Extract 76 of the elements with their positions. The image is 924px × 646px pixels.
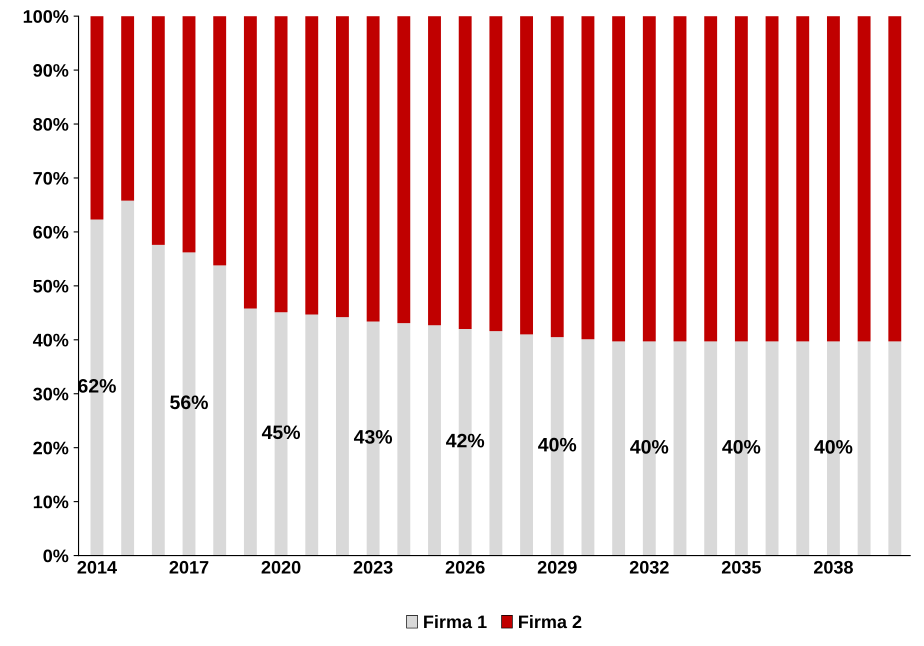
bar <box>674 16 686 342</box>
bar <box>213 16 226 266</box>
bar <box>366 16 380 322</box>
bar <box>121 16 134 201</box>
x-tick-label: 2020 <box>262 560 300 574</box>
bar <box>397 323 410 556</box>
bar <box>520 334 534 556</box>
data-label: 40% <box>722 440 760 454</box>
bar <box>520 16 534 334</box>
x-tick-label: 2017 <box>170 560 208 574</box>
bar <box>612 16 626 342</box>
bar <box>612 341 626 556</box>
bar <box>796 16 810 342</box>
bar <box>305 16 318 314</box>
bar <box>734 16 748 342</box>
x-tick-label: 2029 <box>538 560 577 574</box>
x-tick-label: 2035 <box>722 560 761 574</box>
bar <box>397 16 410 324</box>
y-tick-label: 100% <box>24 10 68 23</box>
bar <box>152 244 165 556</box>
legend-label: Firma 1 <box>424 614 487 628</box>
y-tick-label: 40% <box>32 334 68 347</box>
bar <box>305 314 318 556</box>
bar <box>182 16 196 252</box>
bar <box>458 16 472 330</box>
data-label: 40% <box>538 438 576 452</box>
bar <box>428 325 441 556</box>
bar <box>152 16 165 245</box>
legend-label: Firma 2 <box>519 614 582 628</box>
bar <box>858 16 871 342</box>
bar <box>766 16 778 342</box>
y-tick-label: 90% <box>33 64 68 77</box>
y-tick-label: 70% <box>33 172 68 185</box>
bar <box>704 16 718 342</box>
bar <box>336 16 349 318</box>
bar <box>213 265 226 556</box>
bar <box>858 341 871 556</box>
x-tick-label: 2032 <box>630 560 669 574</box>
x-tick-label: 2026 <box>446 560 485 574</box>
bar <box>704 341 718 556</box>
data-label: 40% <box>630 440 668 454</box>
bar <box>489 331 502 556</box>
bar <box>766 341 778 556</box>
y-tick-label: 60% <box>33 226 68 239</box>
y-tick-label: 80% <box>33 118 68 131</box>
bar <box>489 16 502 332</box>
bar <box>336 317 349 556</box>
bar <box>428 16 441 326</box>
y-tick-label: 0% <box>43 549 68 562</box>
bar <box>274 16 288 312</box>
bar <box>550 16 564 338</box>
bar <box>90 16 104 220</box>
y-tick-label: 10% <box>34 496 68 508</box>
bar <box>888 341 902 556</box>
bar <box>244 308 257 556</box>
data-label: 42% <box>446 434 484 448</box>
x-tick-label: 2014 <box>77 560 117 574</box>
bar <box>244 16 257 309</box>
y-tick-label: 30% <box>33 388 68 400</box>
bar <box>888 16 902 342</box>
bar <box>121 200 134 556</box>
data-label: 43% <box>354 430 392 444</box>
x-tick-label: 2038 <box>814 560 853 574</box>
bar <box>826 16 840 342</box>
bar <box>796 341 810 556</box>
bar <box>642 16 656 342</box>
data-label: 45% <box>262 425 300 440</box>
y-tick-label: 20% <box>33 442 68 454</box>
data-label: 62% <box>78 378 116 393</box>
bar <box>581 16 594 340</box>
y-tick-label: 50% <box>33 280 68 293</box>
bar <box>674 341 686 556</box>
data-label: 40% <box>814 440 852 454</box>
data-label: 56% <box>170 395 208 410</box>
bar <box>581 339 594 556</box>
x-tick-label: 2023 <box>354 560 393 574</box>
